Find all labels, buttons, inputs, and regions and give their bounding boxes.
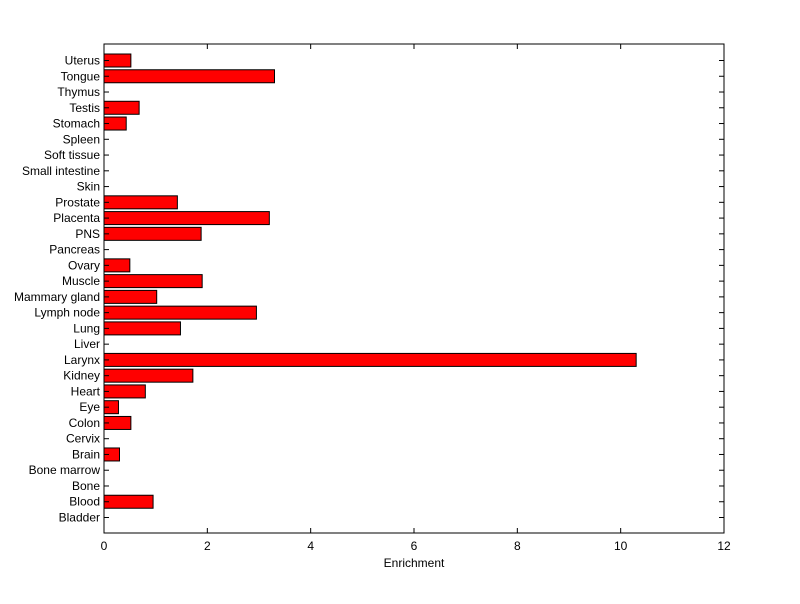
- bar-prostate: [103, 195, 178, 210]
- bar-placenta: [103, 211, 270, 226]
- y-tick-label: Eye: [79, 400, 100, 414]
- y-tick-label: Skin: [77, 180, 100, 194]
- y-tick-label: Ovary: [68, 258, 100, 272]
- bar-heart: [103, 384, 146, 399]
- x-tick-label: 8: [514, 539, 521, 553]
- x-tick-label: 12: [717, 539, 731, 553]
- y-tick-label: Brain: [72, 447, 100, 461]
- y-tick-label: Tongue: [61, 69, 101, 83]
- bar-mammary-gland: [103, 289, 158, 304]
- bar-kidney: [103, 368, 194, 383]
- x-tick-label: 2: [204, 539, 211, 553]
- y-tick-label: Small intestine: [22, 164, 100, 178]
- x-axis-label: Enrichment: [384, 556, 445, 570]
- y-tick-label: Spleen: [63, 132, 100, 146]
- bar-lymph-node: [103, 305, 257, 320]
- y-tick-label: PNS: [75, 227, 100, 241]
- y-tick-label: Lymph node: [34, 306, 100, 320]
- bar-pns: [103, 226, 202, 241]
- y-tick-label: Placenta: [53, 211, 100, 225]
- x-tick-label: 10: [614, 539, 628, 553]
- y-tick-label: Pancreas: [49, 243, 100, 257]
- y-tick-label: Bone: [72, 479, 100, 493]
- x-tick-label: 4: [307, 539, 314, 553]
- y-tick-label: Liver: [74, 337, 100, 351]
- x-tick-label: 6: [411, 539, 418, 553]
- y-tick-label: Muscle: [62, 274, 100, 288]
- bar-lung: [103, 321, 181, 336]
- plot-frame: [103, 43, 725, 534]
- y-tick-label: Soft tissue: [44, 148, 100, 162]
- x-tick-label: 0: [101, 539, 108, 553]
- bar-larynx: [103, 352, 637, 367]
- y-tick-label: Cervix: [66, 432, 100, 446]
- y-tick-label: Larynx: [64, 353, 100, 367]
- y-tick-label: Blood: [69, 495, 100, 509]
- y-tick-label: Mammary gland: [14, 290, 100, 304]
- y-tick-label: Uterus: [65, 54, 100, 68]
- bar-testis: [103, 100, 140, 115]
- y-tick-label: Bone marrow: [29, 463, 101, 477]
- y-tick-label: Lung: [73, 321, 100, 335]
- y-tick-label: Bladder: [59, 511, 100, 525]
- bar-tongue: [103, 69, 275, 84]
- bar-muscle: [103, 274, 203, 289]
- bar-blood: [103, 494, 154, 509]
- y-tick-label: Colon: [69, 416, 100, 430]
- y-tick-label: Testis: [69, 101, 100, 115]
- y-tick-label: Thymus: [57, 85, 100, 99]
- y-tick-label: Stomach: [53, 117, 100, 131]
- y-tick-label: Heart: [71, 384, 101, 398]
- y-tick-label: Kidney: [63, 369, 100, 383]
- y-tick-label: Prostate: [55, 195, 100, 209]
